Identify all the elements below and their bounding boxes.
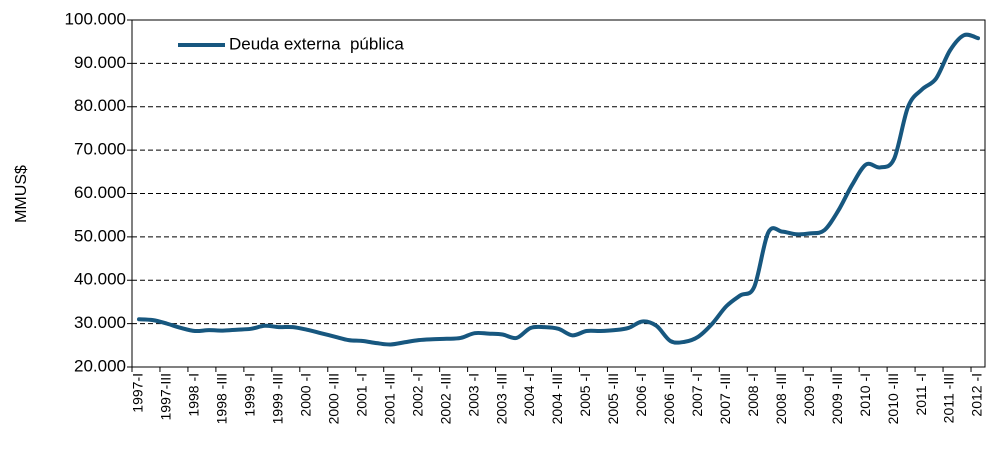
plot-frame xyxy=(131,19,986,368)
x-tick-label: 2004 -III xyxy=(549,373,565,424)
x-tick-label: 2006 -III xyxy=(661,373,677,424)
x-tick-label: 1999 -I xyxy=(242,373,258,417)
x-tick-label: 2008 -III xyxy=(773,373,789,424)
x-tick-label: 2004 -I xyxy=(521,373,537,417)
x-tick-label: 2001 -III xyxy=(381,373,397,424)
x-tick-label: 2012 -I xyxy=(969,373,985,417)
line-series xyxy=(136,32,981,347)
x-tick-label: 2000 -III xyxy=(325,373,341,424)
x-tick-label: 2007 -I xyxy=(689,373,705,417)
x-tick-label: 2000 -I xyxy=(297,373,313,417)
y-axis-label: MMUS$ xyxy=(13,165,30,223)
x-tick-label: 2002 -III xyxy=(437,373,453,424)
y-tick-label: 50.000 xyxy=(74,226,126,245)
y-tick-label: 90.000 xyxy=(74,53,126,72)
y-tick-label: 40.000 xyxy=(74,270,126,289)
x-tick-label: 2005 -I xyxy=(577,373,593,417)
y-tick-label: 100.000 xyxy=(65,9,126,28)
legend-label: Deuda externa pública xyxy=(229,34,404,53)
x-tick-label: 1998 -III xyxy=(214,373,230,424)
x-tick-label: 2006 -I xyxy=(633,373,649,417)
x-tick-label: 2005 -III xyxy=(605,373,621,424)
x-tick-label: 2009 -I xyxy=(801,373,817,417)
x-tick-label: 2009 -III xyxy=(829,373,845,424)
y-tick-label: 20.000 xyxy=(74,356,126,375)
y-tick-label: 30.000 xyxy=(74,313,126,332)
x-tick-label: 1999 -III xyxy=(270,373,286,424)
x-tick-label: 2003 -I xyxy=(465,373,481,417)
x-tick-label: 2002 -I xyxy=(409,373,425,417)
x-tick-label: 2007 -III xyxy=(717,373,733,424)
x-tick-label: 2001 -I xyxy=(353,373,369,417)
x-tick-label: 2011 -III xyxy=(941,373,957,423)
x-tick-label: 1997-I xyxy=(130,373,146,413)
x-tick-label: 2010 -III xyxy=(885,373,901,424)
y-tick-label: 80.000 xyxy=(74,96,126,115)
x-tick-label: 1997-III xyxy=(158,373,174,420)
y-tick-label: 60.000 xyxy=(74,183,126,202)
x-tick-label: 2010 -I xyxy=(857,373,873,417)
x-tick-label: 2008 -I xyxy=(745,373,761,417)
y-tick-label: 70.000 xyxy=(74,140,126,159)
x-tick-label: 2011 -I xyxy=(913,373,929,416)
x-tick-label: 2003 -III xyxy=(493,373,509,424)
x-tick-label: 1998 -I xyxy=(186,373,202,417)
